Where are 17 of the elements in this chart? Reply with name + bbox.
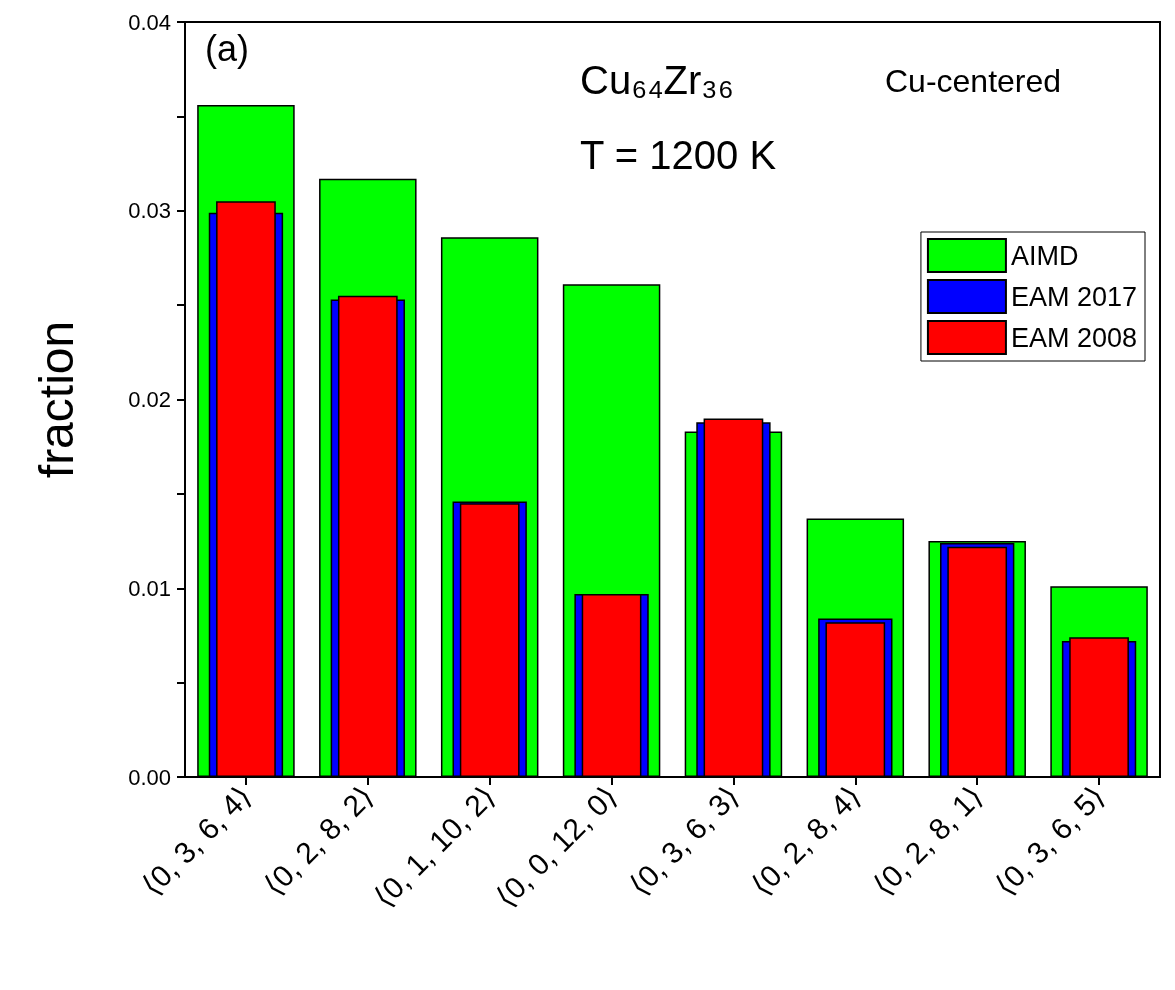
x-tick-label: ⟨0, 2, 8, 4⟩ xyxy=(744,779,867,902)
y-axis-title: fraction xyxy=(29,320,83,479)
y-tick-label: 0.04 xyxy=(128,9,171,35)
y-tick-label: 0.03 xyxy=(128,198,171,224)
y-tick-label: 0.01 xyxy=(128,575,171,601)
x-tick-label: ⟨0, 3, 6, 3⟩ xyxy=(622,779,746,902)
annotation: Cu₆₄Zr₃₆ xyxy=(580,58,734,102)
legend-label: EAM 2017 xyxy=(1010,281,1137,312)
x-tick-label: ⟨0, 3, 6, 5⟩ xyxy=(988,779,1111,902)
annotation: T = 1200 K xyxy=(580,133,777,177)
y-tick-label: 0.00 xyxy=(128,764,171,790)
x-tick-label: ⟨0, 2, 8, 1⟩ xyxy=(866,779,989,902)
y-tick-label: 0.02 xyxy=(128,387,171,412)
annotation: (a) xyxy=(205,27,249,69)
legend-label: AIMD xyxy=(1010,240,1079,271)
legend-label: EAM 2008 xyxy=(1010,322,1137,353)
annotation: Cu-centered xyxy=(885,63,1062,99)
